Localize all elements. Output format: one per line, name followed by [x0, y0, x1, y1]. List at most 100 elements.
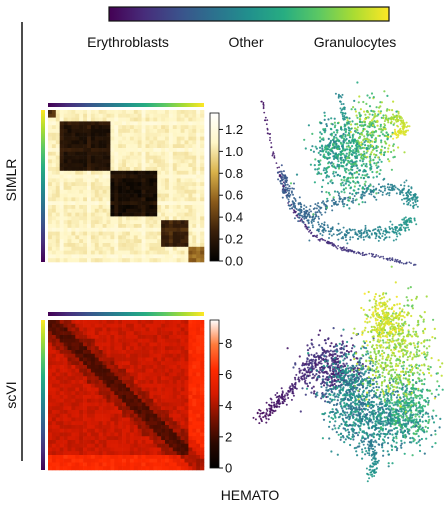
heatmap-cell	[188, 110, 193, 115]
scatter-point	[288, 189, 291, 192]
heatmap-cell	[94, 327, 99, 332]
scatter-point	[266, 132, 269, 135]
scatter-point	[370, 167, 373, 170]
heatmap-cell	[192, 335, 197, 340]
scatter-point	[341, 145, 344, 148]
scatter-point	[371, 255, 373, 258]
heatmap-cell	[153, 350, 158, 355]
heatmap-cell	[168, 365, 174, 370]
heatmap-cell	[133, 151, 138, 156]
scatter-point	[402, 194, 405, 197]
scatter-point	[370, 233, 373, 236]
heatmap-cell	[67, 323, 72, 328]
heatmap-cell	[71, 447, 76, 452]
heatmap-cell	[200, 410, 205, 415]
heatmap-cell	[48, 432, 53, 437]
heatmap-cell	[126, 380, 131, 385]
scatter-point	[374, 156, 377, 159]
heatmap-cell	[168, 186, 174, 191]
scatter-point	[389, 259, 392, 262]
heatmap-cell	[63, 144, 68, 149]
heatmap-cell	[98, 159, 103, 164]
heatmap-cell	[165, 346, 170, 351]
heatmap-cell	[79, 406, 84, 411]
heatmap-cell	[114, 436, 119, 441]
heatmap-cell	[192, 387, 197, 392]
heatmap-cell	[51, 357, 57, 362]
heatmap-cell	[94, 144, 99, 149]
heatmap-cell	[102, 148, 107, 153]
heatmap-cell	[145, 159, 150, 164]
heatmap-cell	[51, 193, 57, 198]
heatmap-cell	[133, 182, 138, 187]
heatmap-cell	[153, 410, 158, 415]
heatmap-cell	[188, 174, 193, 179]
heatmap-cell	[48, 428, 53, 433]
heatmap-cell	[87, 208, 92, 213]
simlr-left-ordering-bar	[41, 110, 45, 262]
heatmap-cell	[149, 170, 154, 175]
heatmap-cell	[59, 121, 64, 126]
scatter-point	[358, 111, 361, 114]
heatmap-cell	[79, 398, 84, 403]
heatmap-cell	[133, 140, 138, 145]
heatmap-cell	[168, 320, 174, 325]
heatmap-cell	[137, 170, 142, 175]
scatter-point	[368, 141, 371, 144]
heatmap-cell	[51, 410, 57, 415]
scatter-point	[317, 159, 320, 163]
heatmap-cell	[98, 178, 103, 183]
heatmap-cell	[118, 182, 123, 187]
scatter-point	[384, 233, 387, 236]
heatmap-cell	[129, 178, 135, 183]
heatmap-cell	[129, 163, 135, 168]
heatmap-cell	[90, 197, 96, 202]
scatter-point	[303, 215, 306, 218]
heatmap-cell	[168, 380, 174, 385]
scatter-point	[359, 253, 362, 255]
heatmap-cell	[192, 320, 197, 325]
heatmap-cell	[51, 208, 57, 213]
scatter-point	[331, 243, 334, 246]
heatmap-cell	[200, 148, 205, 153]
scatter-point	[404, 262, 407, 265]
heatmap-cell	[145, 357, 150, 362]
heatmap-cell	[180, 406, 185, 411]
heatmap-cell	[145, 227, 150, 232]
heatmap-cell	[188, 121, 193, 126]
heatmap-cell	[122, 250, 127, 255]
heatmap-cell	[196, 338, 201, 343]
heatmap-cell	[118, 436, 123, 441]
scatter-point	[395, 118, 398, 121]
scatter-point	[305, 216, 308, 219]
heatmap-cell	[94, 320, 99, 325]
heatmap-cell	[94, 350, 99, 355]
heatmap-cell	[153, 239, 158, 244]
scatter-point	[291, 207, 293, 210]
heatmap-cell	[71, 338, 76, 343]
heatmap-cell	[133, 235, 138, 240]
scatter-point	[334, 92, 337, 95]
scatter-point	[394, 226, 397, 229]
heatmap-cell	[188, 372, 193, 377]
heatmap-cell	[153, 440, 158, 445]
heatmap-cell	[94, 208, 99, 213]
heatmap-cell	[141, 361, 146, 366]
scatter-point	[285, 188, 288, 191]
scatter-point	[382, 116, 385, 119]
heatmap-cell	[114, 212, 119, 217]
heatmap-cell	[172, 246, 177, 251]
heatmap-cell	[133, 410, 138, 415]
heatmap-cell	[75, 231, 80, 236]
heatmap-cell	[137, 342, 142, 347]
scatter-point	[323, 227, 326, 230]
scatter-point	[388, 144, 391, 147]
scatter-point	[408, 228, 410, 231]
scatter-point	[319, 232, 322, 235]
heatmap-cell	[55, 113, 60, 118]
heatmap-cell	[200, 327, 205, 332]
scatter-point	[392, 228, 395, 231]
heatmap-cell	[110, 402, 115, 407]
heatmap-cell	[184, 428, 189, 433]
heatmap-cell	[98, 208, 103, 213]
